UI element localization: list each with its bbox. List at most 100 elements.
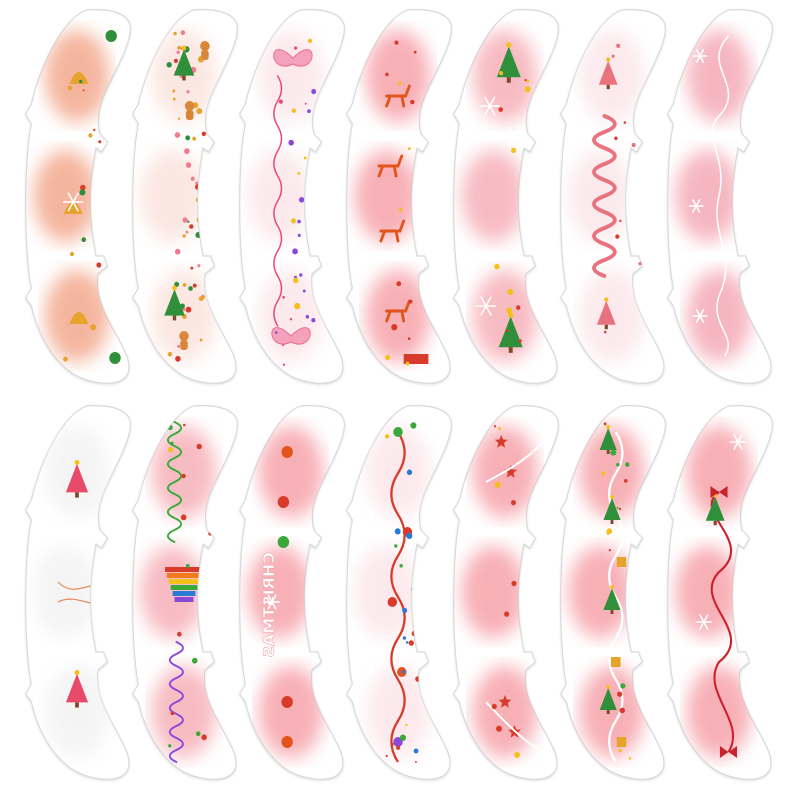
confetti-dot xyxy=(638,262,642,266)
confetti-dot xyxy=(184,148,190,155)
sticker-5 xyxy=(453,9,559,384)
confetti-dot xyxy=(406,532,413,539)
confetti-dot xyxy=(507,288,514,295)
blush-glow xyxy=(354,150,419,242)
blush-glow xyxy=(365,270,431,362)
confetti-dot xyxy=(616,43,621,48)
butterfly-icon xyxy=(271,327,311,345)
confetti-dot xyxy=(210,126,216,132)
holly-leaf xyxy=(105,30,117,42)
confetti-dot xyxy=(174,132,181,138)
red-ribbon xyxy=(710,491,735,753)
sticker-artwork xyxy=(461,30,538,362)
tree-star xyxy=(74,459,80,466)
confetti-dot xyxy=(69,251,75,257)
ornament-icon xyxy=(393,737,403,747)
sticker-6 xyxy=(560,9,666,384)
ribbon-wave xyxy=(168,641,184,763)
confetti-dot xyxy=(299,273,303,277)
sticker-artwork xyxy=(33,30,121,364)
ribbon-wave xyxy=(273,75,283,327)
blush-glow xyxy=(365,666,431,758)
snowflake-icon xyxy=(695,309,705,323)
blush-glow xyxy=(151,666,217,758)
ribbon-wave xyxy=(166,421,183,543)
confetti-dot xyxy=(96,262,102,268)
blush-glow xyxy=(461,150,526,242)
confetti-dot xyxy=(211,599,214,603)
sticker-artwork xyxy=(354,422,434,763)
tree-trunk xyxy=(75,492,79,498)
tree-trunk xyxy=(75,702,79,708)
gingerbread-icon xyxy=(184,101,195,111)
confetti-dot xyxy=(292,248,298,255)
confetti-dot xyxy=(305,314,310,319)
confetti-dot xyxy=(396,281,402,287)
confetti-dot xyxy=(98,140,102,144)
confetti-dot xyxy=(415,676,421,682)
confetti-dot xyxy=(185,135,191,141)
confetti-dot xyxy=(410,422,417,429)
confetti-dot xyxy=(606,531,610,535)
confetti-dot xyxy=(63,356,68,362)
confetti-dot xyxy=(208,598,212,602)
confetti-dot xyxy=(80,184,86,191)
confetti-dot xyxy=(180,514,187,521)
tree-trunk xyxy=(604,324,608,330)
confetti-dot xyxy=(219,190,222,193)
confetti-dot xyxy=(321,213,324,217)
tree-trunk xyxy=(172,315,177,321)
snowflake-icon xyxy=(484,96,496,116)
confetti-dot xyxy=(394,544,398,548)
blush-glow xyxy=(686,426,752,518)
confetti-dot xyxy=(196,108,203,115)
confetti-dot xyxy=(208,155,212,159)
present-icon xyxy=(616,557,627,567)
confetti-dot xyxy=(604,330,607,334)
confetti-dot xyxy=(385,72,389,77)
confetti-dot xyxy=(186,90,190,94)
confetti-dot xyxy=(181,473,186,479)
ribbon-wave xyxy=(592,114,617,278)
confetti-dot xyxy=(176,50,180,54)
branch-line xyxy=(485,701,544,753)
reindeer-icon xyxy=(385,299,411,323)
sticker-artwork xyxy=(33,426,116,758)
confetti-dot xyxy=(199,338,203,342)
confetti-dot xyxy=(196,217,202,223)
confetti-dot xyxy=(170,711,175,716)
confetti-dot xyxy=(628,757,632,760)
confetti-dot xyxy=(524,86,531,93)
tree-star xyxy=(610,585,614,589)
confetti-dot xyxy=(398,208,403,212)
confetti-dot xyxy=(631,142,636,148)
confetti-dot xyxy=(198,609,202,613)
confetti-dot xyxy=(618,507,622,511)
star-icon xyxy=(207,582,218,593)
confetti-dot xyxy=(208,115,213,119)
confetti-dot xyxy=(90,324,97,331)
sticker-artwork xyxy=(140,30,222,362)
confetti-dot xyxy=(616,506,619,509)
confetti-dot xyxy=(182,283,187,287)
rainbow-tree-layer xyxy=(174,597,194,602)
confetti-dot xyxy=(195,731,201,737)
confetti-dot xyxy=(407,147,411,151)
confetti-dot xyxy=(294,46,298,50)
tree-trunk xyxy=(610,520,614,524)
confetti-dot xyxy=(182,217,188,223)
confetti-dot xyxy=(610,449,617,456)
tree-star xyxy=(606,57,611,62)
confetti-dot xyxy=(177,631,182,637)
star-icon xyxy=(504,465,518,478)
confetti-dot xyxy=(511,580,517,587)
confetti-dot xyxy=(185,230,189,234)
confetti-dot xyxy=(625,462,630,467)
sticker-artwork xyxy=(568,30,647,362)
confetti-dot xyxy=(619,219,622,223)
sticker-artwork xyxy=(675,426,752,758)
blush-glow xyxy=(579,426,645,518)
confetti-dot xyxy=(617,691,623,697)
bow-icon xyxy=(710,486,728,498)
confetti-dot xyxy=(185,162,192,168)
